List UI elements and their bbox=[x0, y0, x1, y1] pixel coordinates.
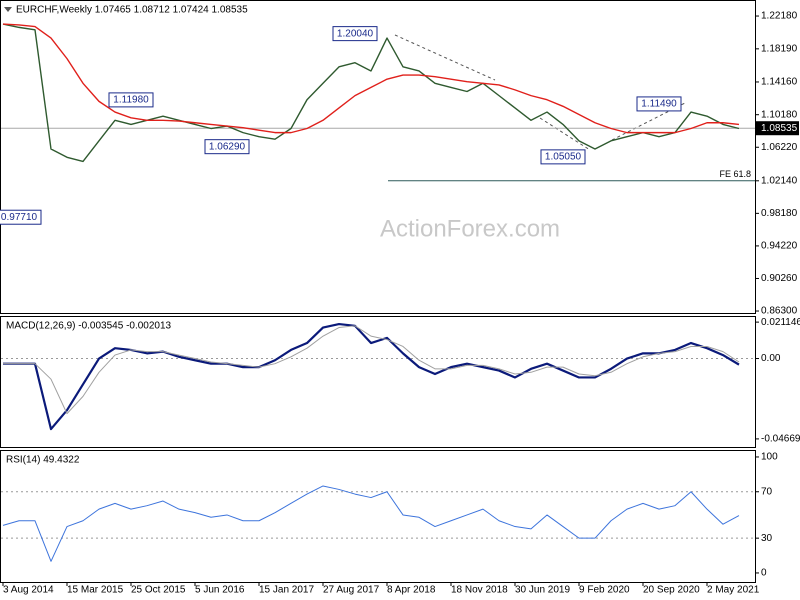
y-tick-label: 0.94220 bbox=[761, 241, 798, 252]
annotation-label: 1.11980 bbox=[113, 95, 149, 106]
annotation-box bbox=[204, 139, 250, 155]
trend-line bbox=[394, 34, 496, 81]
y-tick-label: 0 bbox=[761, 568, 767, 579]
x-tick-label: 2 May 2021 bbox=[707, 585, 760, 596]
trend-line bbox=[539, 117, 591, 151]
panel-title: MACD(12,26,9) -0.003545 -0.002013 bbox=[6, 321, 172, 332]
series-line bbox=[2, 23, 740, 134]
annotation-label: 1.20040 bbox=[337, 28, 374, 39]
x-tick-label: 25 Oct 2015 bbox=[131, 585, 186, 596]
x-tick-label: 15 Jan 2017 bbox=[259, 585, 314, 596]
panel-title: RSI(14) 49.4322 bbox=[6, 455, 80, 466]
last-price-label: 1.08535 bbox=[761, 123, 798, 134]
x-tick-label: 5 Jun 2016 bbox=[195, 585, 245, 596]
annotation-box bbox=[540, 149, 586, 165]
x-tick-label: 18 Nov 2018 bbox=[451, 585, 508, 596]
x-tick-label: 30 Jun 2019 bbox=[515, 585, 570, 596]
main-panel bbox=[0, 0, 756, 314]
y-tick-label: 1.14160 bbox=[761, 77, 798, 88]
series-line bbox=[3, 325, 740, 415]
y-tick-label: 1.06220 bbox=[761, 142, 798, 153]
y-tick-label: 70 bbox=[761, 486, 773, 497]
y-tick-label: 1.18190 bbox=[761, 43, 798, 54]
y-tick-label: 0.00 bbox=[761, 353, 781, 364]
x-tick-label: 3 Aug 2014 bbox=[3, 585, 54, 596]
y-tick-label: -0.046699 bbox=[761, 434, 800, 445]
x-tick-label: 20 Sep 2020 bbox=[643, 585, 700, 596]
annotation-box bbox=[332, 26, 378, 42]
annotation-label: 1.05050 bbox=[545, 152, 582, 163]
last-price-box bbox=[756, 121, 799, 136]
y-tick-label: 0.86300 bbox=[761, 306, 798, 317]
annotation-label: 0.97710 bbox=[1, 212, 38, 223]
series-line bbox=[2, 23, 740, 163]
x-tick-label: 27 Aug 2017 bbox=[323, 585, 380, 596]
y-tick-label: 0.98180 bbox=[761, 208, 798, 219]
series-line bbox=[2, 485, 740, 562]
rsi-panel bbox=[0, 450, 756, 583]
y-tick-label: 100 bbox=[761, 452, 778, 463]
fe-label: FE 61.8 bbox=[719, 169, 751, 179]
y-tick-label: 30 bbox=[761, 533, 773, 544]
macd-panel bbox=[0, 316, 756, 448]
y-tick-label: 1.02140 bbox=[761, 175, 798, 186]
y-tick-label: 1.22180 bbox=[761, 11, 798, 22]
y-tick-label: 0.90260 bbox=[761, 273, 798, 284]
annotation-label: 1.11490 bbox=[641, 99, 677, 110]
menu-icon bbox=[4, 7, 12, 12]
watermark: ActionForex.com bbox=[380, 215, 560, 242]
x-tick-label: 9 Feb 2020 bbox=[579, 585, 630, 596]
y-tick-label: 0.021146 bbox=[761, 317, 800, 328]
x-tick-label: 15 Mar 2015 bbox=[67, 585, 124, 596]
series-line bbox=[3, 322, 740, 431]
x-tick-label: 8 Apr 2018 bbox=[387, 585, 436, 596]
annotation-box bbox=[636, 96, 682, 112]
annotation-box bbox=[108, 92, 154, 108]
panel-title: EURCHF,Weekly 1.07465 1.08712 1.07424 1.… bbox=[16, 5, 248, 16]
y-tick-label: 1.10180 bbox=[761, 109, 798, 120]
annotation-box bbox=[0, 209, 42, 225]
annotation-label: 1.06290 bbox=[209, 141, 246, 152]
